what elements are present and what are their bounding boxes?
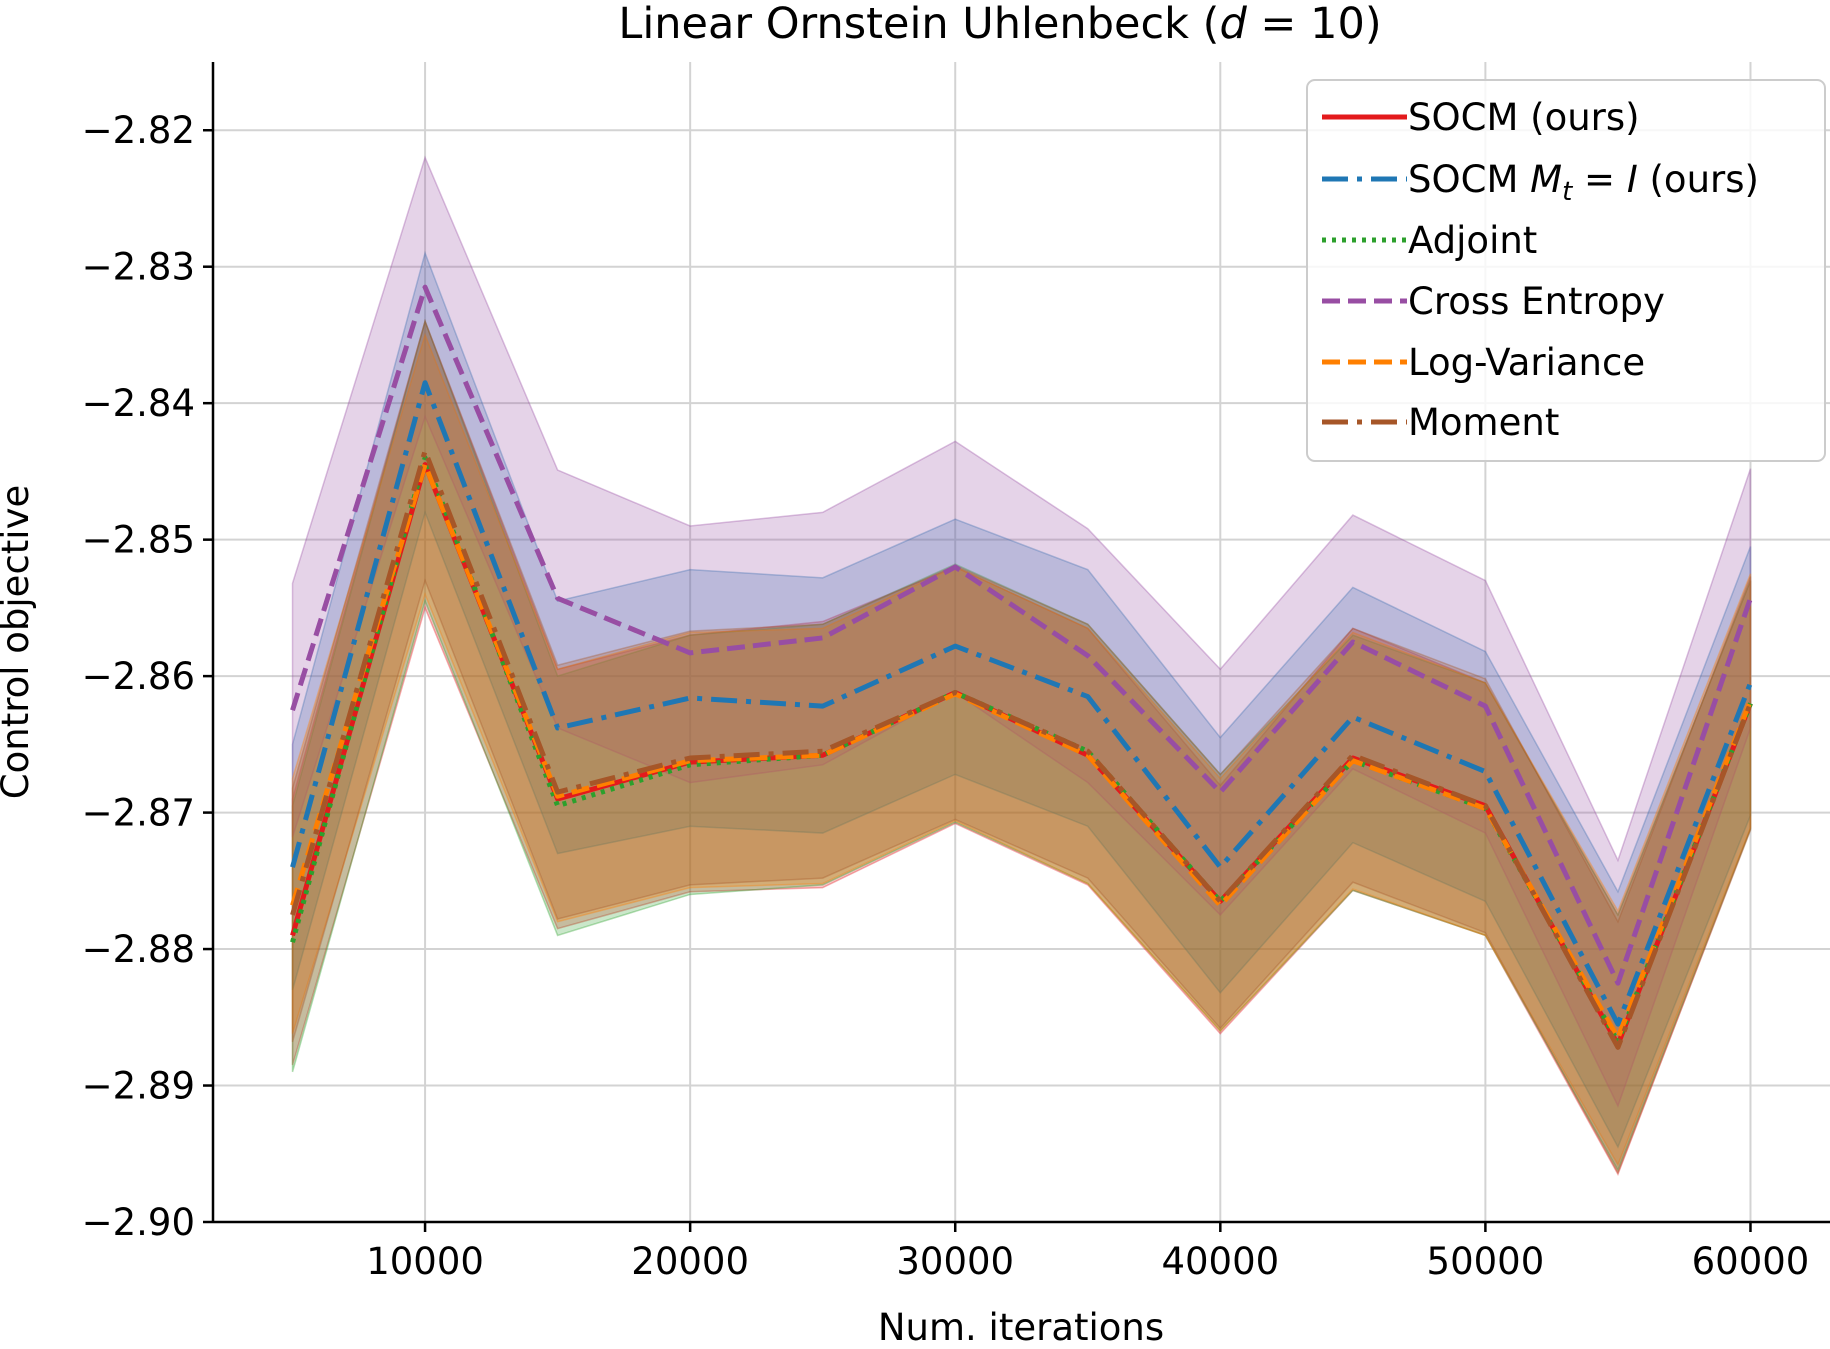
x-tick-label-3: 40000: [1161, 1240, 1279, 1283]
y-tick-label-2: −2.84: [82, 382, 195, 425]
y-tick-label-0: −2.82: [82, 109, 195, 152]
legend-socm-mt-rhs: I: [1627, 158, 1638, 201]
x-tick-label-0: 10000: [366, 1240, 484, 1283]
y-axis-label: Control objective: [0, 485, 37, 799]
legend-label-adjoint: Adjoint: [1408, 219, 1537, 262]
x-tick-label-4: 50000: [1427, 1240, 1545, 1283]
confidence-band-series-3: [291, 155, 1752, 1108]
title-variable: d: [1219, 0, 1247, 49]
x-tick-label-1: 20000: [631, 1240, 749, 1283]
y-tick-label-3: −2.85: [82, 519, 195, 562]
x-axis-label: Num. iterations: [878, 1306, 1164, 1349]
confidence-band-series-4: [291, 332, 1752, 1167]
confidence-band-series-0: [291, 318, 1752, 1177]
y-tick-label-5: −2.87: [82, 792, 195, 835]
x-tick-label-5: 60000: [1692, 1240, 1810, 1283]
confidence-band-series-2: [291, 318, 1752, 1172]
legend-label-moment: Moment: [1408, 401, 1559, 444]
legend-label-socm-mt: SOCM Mt = I (ours): [1408, 158, 1759, 207]
series-lines: [290, 284, 1753, 1050]
y-tick-label-1: −2.83: [82, 246, 195, 289]
legend-socm-mt-suffix: (ours): [1638, 158, 1759, 201]
y-tick-label-7: −2.89: [82, 1065, 195, 1108]
title-part-3: = 10): [1247, 0, 1382, 49]
axis-ticks: 10000 20000 30000 40000 50000 60000 −2.82 −2.83…: [82, 109, 1810, 1283]
confidence-band-series-5: [291, 318, 1752, 1175]
confidence-band-series-1: [291, 250, 1752, 1149]
confidence-bands: [291, 155, 1752, 1177]
y-tick-label-8: −2.90: [82, 1201, 195, 1244]
series-line-5: [290, 448, 1753, 1050]
series-line-2: [290, 455, 1753, 1045]
chart-title: Linear Ornstein Uhlenbeck (d = 10): [618, 0, 1381, 49]
series-line-3: [290, 284, 1753, 986]
legend-label-socm: SOCM (ours): [1408, 96, 1640, 139]
legend-label-log-variance: Log-Variance: [1408, 341, 1645, 384]
legend-frame: [1306, 79, 1826, 462]
title-part-1: Linear Ornstein Uhlenbeck (: [618, 0, 1219, 49]
legend-socm-mt-prefix: SOCM: [1408, 158, 1530, 201]
x-tick-label-2: 30000: [896, 1240, 1014, 1283]
legend-socm-mt-var: M: [1530, 158, 1562, 201]
y-tick-label-6: −2.88: [82, 928, 195, 971]
legend: SOCM (ours) SOCM Mt = I (ours) Adjoint C…: [1306, 79, 1826, 462]
legend-socm-mt-eq: =: [1572, 158, 1627, 201]
legend-socm-mt-sub: t: [1562, 177, 1573, 207]
legend-label-cross-entropy: Cross Entropy: [1408, 280, 1665, 323]
y-tick-label-4: −2.86: [82, 655, 195, 698]
